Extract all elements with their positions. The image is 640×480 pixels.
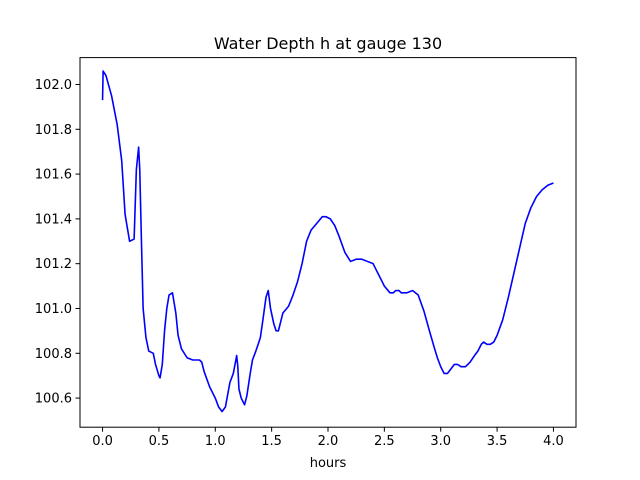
x-tick-label: 1.0 bbox=[205, 434, 226, 449]
x-axis-label: hours bbox=[310, 456, 347, 471]
y-tick-label: 101.6 bbox=[35, 168, 72, 183]
plot-area bbox=[101, 70, 554, 413]
x-axis: 0.0 0.5 1.0 1.5 2.0 2.5 3.0 3.5 4.0 bbox=[92, 427, 564, 449]
y-axis: 100.6 100.8 101.0 101.2 101.4 101.6 101.8 102.0 bbox=[35, 78, 80, 407]
x-tick-label: 1.5 bbox=[261, 434, 282, 449]
y-tick-label: 101.4 bbox=[35, 212, 72, 227]
x-tick-label: 2.5 bbox=[374, 434, 395, 449]
y-tick-label: 101.0 bbox=[35, 302, 72, 317]
x-tick-label: 2.0 bbox=[318, 434, 339, 449]
x-tick-label: 3.5 bbox=[487, 434, 508, 449]
y-tick-label: 101.2 bbox=[35, 257, 72, 272]
y-tick-label: 100.6 bbox=[35, 392, 72, 407]
axes-frame bbox=[79, 57, 577, 428]
x-tick-label: 0.0 bbox=[92, 434, 113, 449]
chart-title: Water Depth h at gauge 130 bbox=[214, 34, 442, 53]
x-tick-label: 0.5 bbox=[149, 434, 170, 449]
y-tick-label: 101.8 bbox=[35, 123, 72, 138]
series-line-0 bbox=[101, 70, 554, 413]
x-tick-label: 3.0 bbox=[430, 434, 451, 449]
y-tick-label: 102.0 bbox=[35, 78, 72, 93]
y-tick-label: 100.8 bbox=[35, 347, 72, 362]
x-tick-label: 4.0 bbox=[543, 434, 564, 449]
